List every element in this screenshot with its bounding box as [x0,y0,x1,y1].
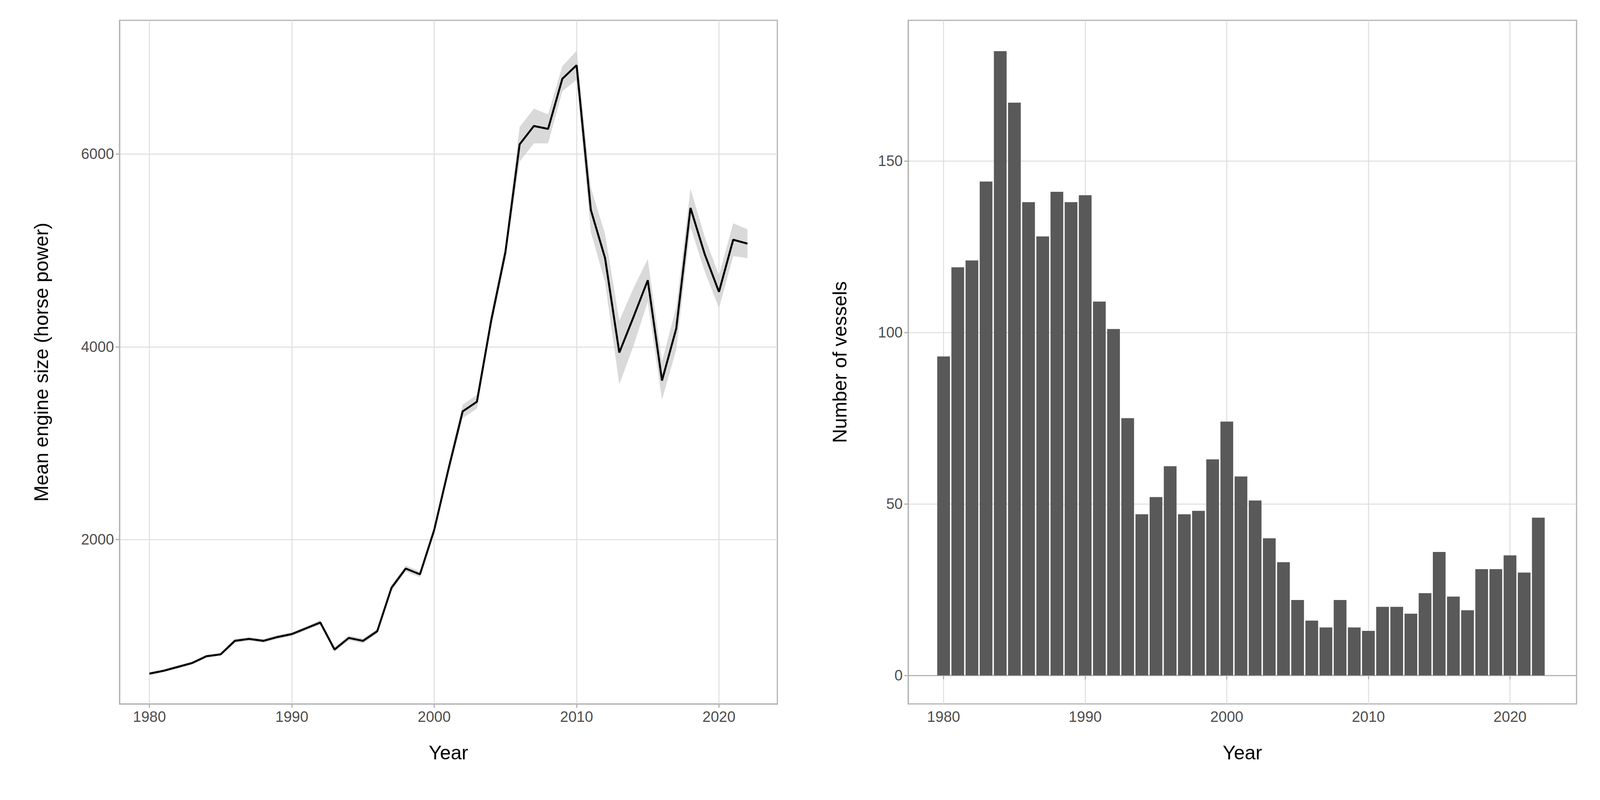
svg-text:2010: 2010 [1351,708,1386,725]
svg-text:2020: 2020 [702,708,736,725]
svg-text:4000: 4000 [80,338,115,356]
svg-text:Year: Year [1222,741,1263,764]
svg-text:2000: 2000 [417,708,451,725]
svg-text:1990: 1990 [275,708,309,725]
svg-text:Mean engine size (horse power): Mean engine size (horse power) [30,222,53,502]
svg-text:Year: Year [428,741,468,764]
svg-text:50: 50 [886,495,903,513]
svg-text:2010: 2010 [560,708,594,725]
svg-text:1980: 1980 [132,708,167,725]
svg-text:Number of vessels: Number of vessels [828,281,851,443]
svg-text:1990: 1990 [1068,708,1102,725]
svg-text:1980: 1980 [926,708,961,725]
svg-text:2020: 2020 [1493,708,1527,725]
svg-text:150: 150 [878,152,903,170]
svg-text:2000: 2000 [80,531,115,548]
svg-text:2000: 2000 [1210,708,1244,725]
svg-text:100: 100 [878,324,903,341]
svg-text:6000: 6000 [80,145,115,163]
svg-text:0: 0 [894,667,903,684]
